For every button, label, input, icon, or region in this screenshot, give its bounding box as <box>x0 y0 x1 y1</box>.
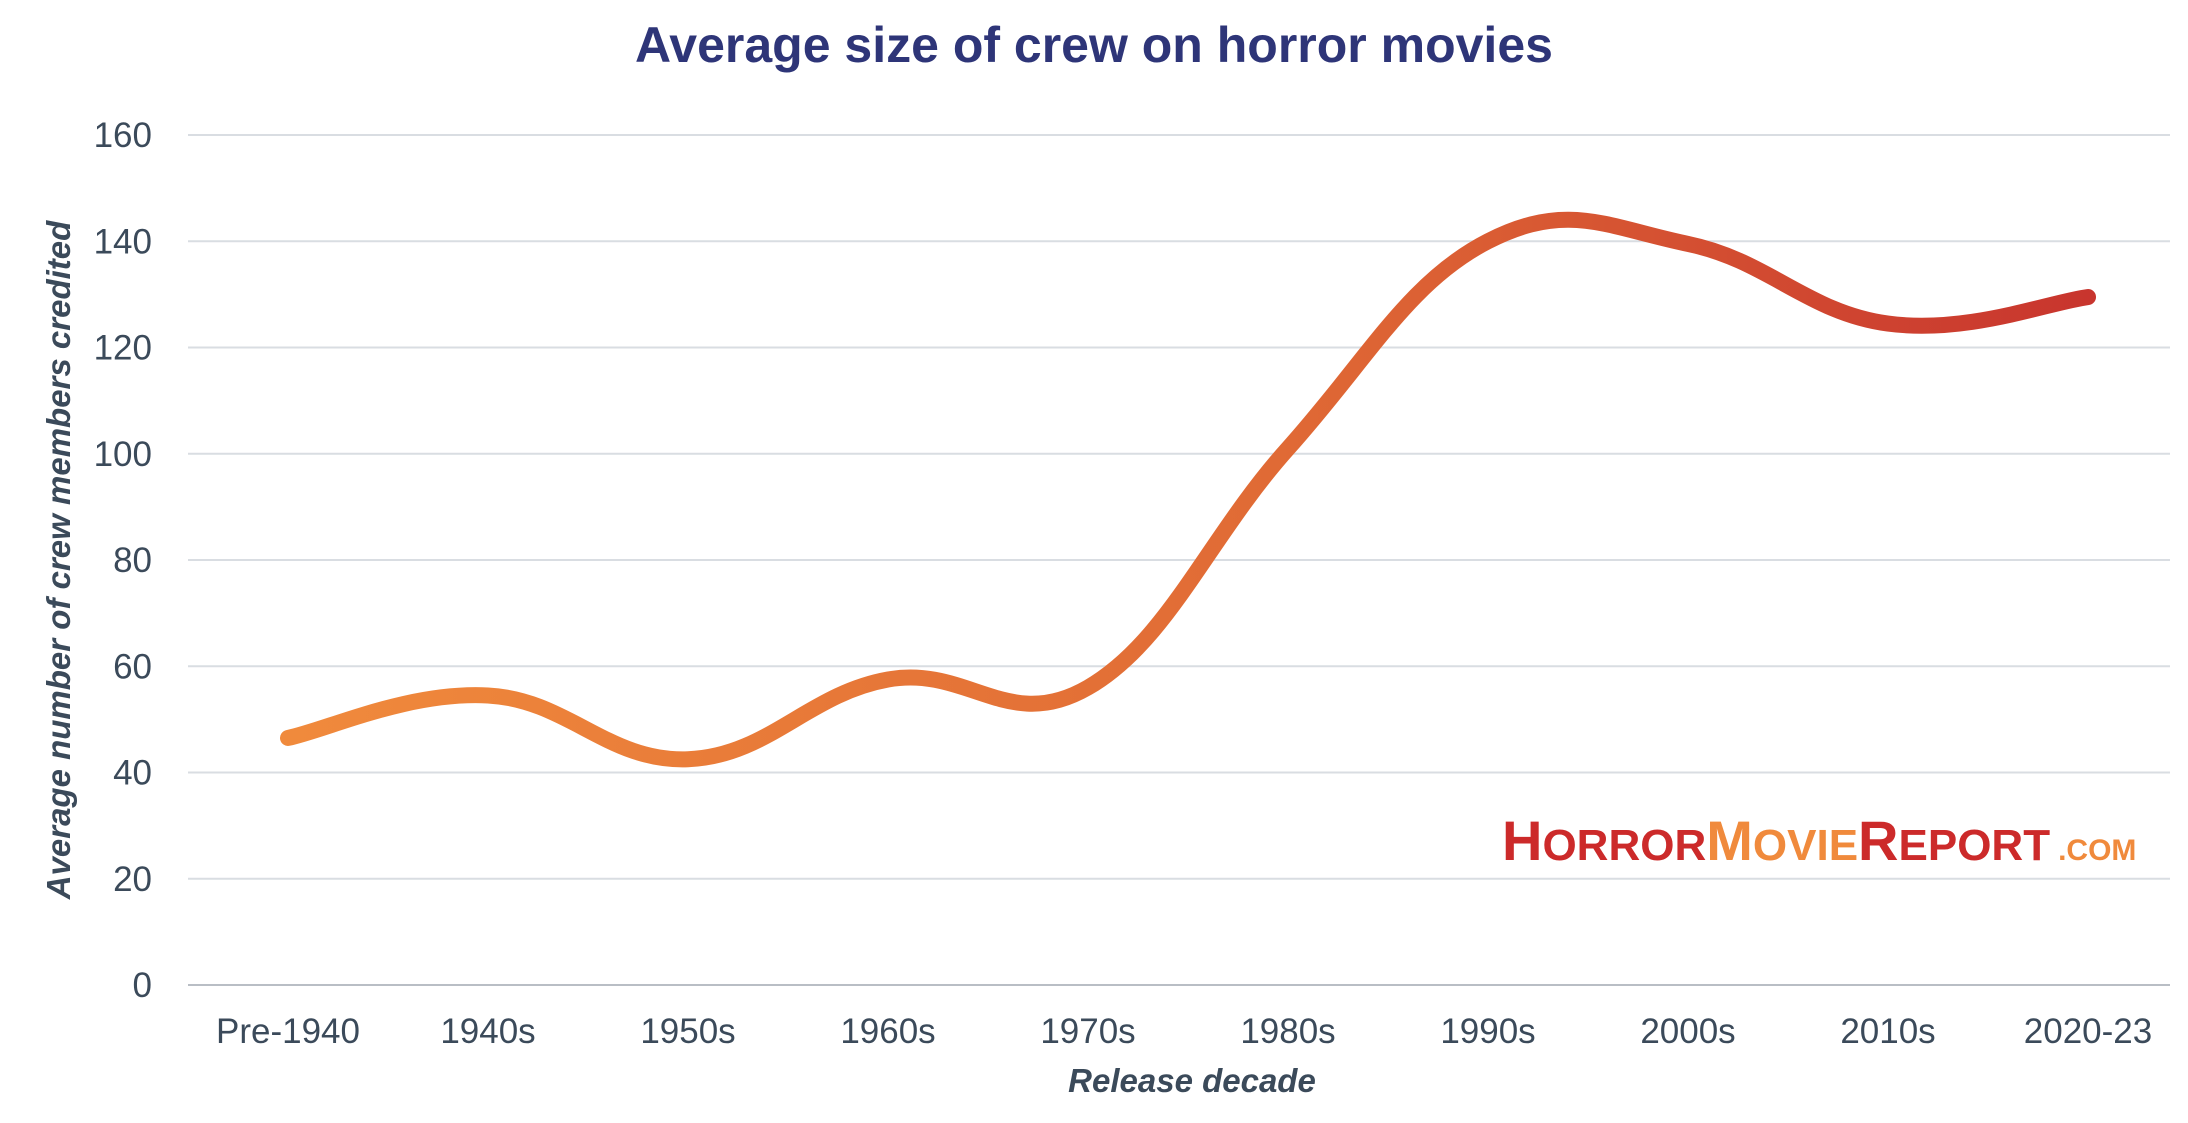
y-axis-tick-labels: 0 20 40 60 80 100 120 140 160 <box>94 116 152 1005</box>
x-tick-label: 1940s <box>440 1012 535 1051</box>
x-tick-label: 2020-23 <box>2024 1012 2152 1051</box>
y-tick-label: 0 <box>133 966 152 1005</box>
y-tick-label: 20 <box>113 860 152 899</box>
y-tick-label: 160 <box>94 116 152 155</box>
y-tick-label: 140 <box>94 222 152 261</box>
x-axis-tick-labels: Pre-1940 1940s 1950s 1960s 1970s 1980s 1990s 20… <box>216 1012 2152 1051</box>
y-tick-label: 60 <box>113 647 152 686</box>
y-tick-label: 80 <box>113 541 152 580</box>
horrormoviereport-logo: HORRORMOVIEREPORT .COM <box>1502 809 2136 872</box>
y-tick-label: 120 <box>94 329 152 368</box>
x-tick-label: 1980s <box>1240 1012 1335 1051</box>
x-axis-title: Release decade <box>1068 1062 1316 1099</box>
chart-title: Average size of crew on horror movies <box>635 17 1553 73</box>
x-tick-label: 1970s <box>1040 1012 1135 1051</box>
x-tick-label: 2010s <box>1840 1012 1935 1051</box>
x-tick-label: 1950s <box>640 1012 735 1051</box>
x-tick-label: Pre-1940 <box>216 1012 360 1051</box>
x-tick-label: 2000s <box>1640 1012 1735 1051</box>
x-tick-label: 1990s <box>1440 1012 1535 1051</box>
line-series <box>280 211 2096 768</box>
y-tick-label: 100 <box>94 435 152 474</box>
y-tick-label: 40 <box>113 754 152 793</box>
gridlines <box>188 134 2170 986</box>
series-line <box>280 211 2096 768</box>
y-axis-title: Average number of crew members credited <box>40 220 77 900</box>
x-tick-label: 1960s <box>840 1012 935 1051</box>
